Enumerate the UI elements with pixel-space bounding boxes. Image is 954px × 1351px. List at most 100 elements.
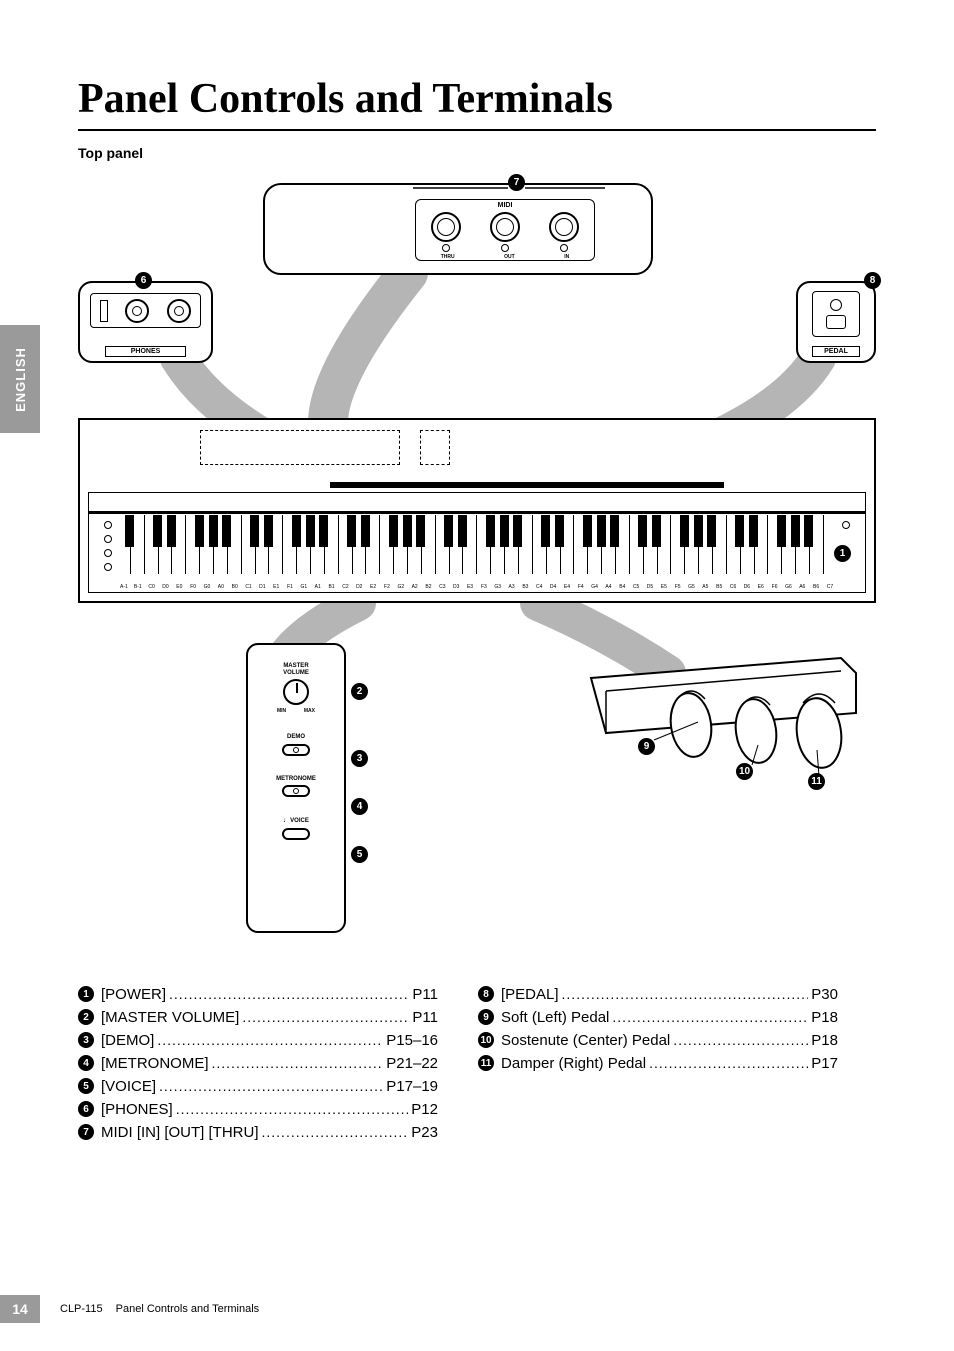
white-key	[630, 515, 644, 574]
callout-1: 1	[834, 545, 851, 562]
list-label: [PEDAL]	[501, 986, 559, 1003]
note-label: E6	[754, 584, 768, 590]
callout-7-line	[413, 181, 508, 193]
white-key	[436, 515, 450, 574]
note-label: G5	[685, 584, 699, 590]
note-label: G3	[491, 584, 505, 590]
black-key	[513, 515, 522, 547]
note-label: B5	[712, 584, 726, 590]
c9-line	[646, 718, 706, 743]
callout-7-line2	[525, 181, 605, 193]
metronome-button	[282, 785, 310, 797]
note-label: G4	[588, 584, 602, 590]
phones-panel: PHONES	[78, 281, 213, 363]
black-key	[652, 515, 661, 547]
midi-sub-thru: THRU	[441, 254, 455, 260]
midi-jack-thru	[431, 212, 461, 242]
list-row: 10Sostenute (Center) PedalP18	[478, 1031, 838, 1049]
footer-model: CLP-115	[60, 1303, 103, 1315]
note-label: F0	[186, 584, 200, 590]
list-number: 3	[78, 1032, 94, 1048]
black-key	[347, 515, 356, 547]
midi-sub-out: OUT	[504, 254, 515, 260]
white-key	[477, 515, 491, 574]
note-label: G2	[394, 584, 408, 590]
list-dots	[157, 1031, 383, 1049]
list-page: P17–19	[386, 1078, 438, 1095]
midi-screw	[560, 244, 568, 252]
note-label: A5	[698, 584, 712, 590]
pedal-jack	[830, 299, 842, 311]
list-row: 1[POWER]P11	[78, 985, 438, 1003]
black-key	[195, 515, 204, 547]
voice-button	[282, 828, 310, 840]
mv-max: MAX	[304, 708, 315, 714]
list-label: Damper (Right) Pedal	[501, 1055, 646, 1072]
list-number: 5	[78, 1078, 94, 1094]
midi-title: MIDI	[416, 202, 594, 209]
midi-inner: MIDI THRU OUT IN	[415, 199, 595, 261]
midi-jack-out	[490, 212, 520, 242]
note-label: D1	[255, 584, 269, 590]
voice-label: ♩VOICE	[283, 817, 309, 825]
list-label: MIDI [IN] [OUT] [THRU]	[101, 1124, 259, 1141]
white-key	[574, 515, 588, 574]
c10-line	[744, 743, 764, 765]
black-key	[153, 515, 162, 547]
note-label: E5	[657, 584, 671, 590]
demo-control: DEMO	[256, 734, 336, 756]
list-page: P11	[412, 1009, 438, 1026]
list-row: 11Damper (Right) PedalP17	[478, 1054, 838, 1072]
black-key	[541, 515, 550, 547]
black-key	[680, 515, 689, 547]
note-label: B3	[518, 584, 532, 590]
callout-8: 8	[864, 272, 881, 289]
list-number: 11	[478, 1055, 494, 1071]
list-number: 9	[478, 1009, 494, 1025]
black-key	[583, 515, 592, 547]
dash-region	[200, 430, 400, 465]
note-label: C4	[532, 584, 546, 590]
note-label: B2	[422, 584, 436, 590]
list-dots	[212, 1054, 384, 1072]
list-column-left: 1[POWER]P112[MASTER VOLUME]P113[DEMO]P15…	[78, 985, 438, 1146]
page-title: Panel Controls and Terminals	[78, 75, 876, 131]
note-label: F4	[574, 584, 588, 590]
white-key	[186, 515, 200, 574]
black-key	[292, 515, 301, 547]
black-key	[361, 515, 370, 547]
black-key	[403, 515, 412, 547]
language-tab-label: ENGLISH	[13, 347, 28, 412]
black-key	[735, 515, 744, 547]
note-label: B1	[325, 584, 339, 590]
note-label: G1	[297, 584, 311, 590]
demo-label: DEMO	[287, 734, 305, 741]
list-label: Sostenute (Center) Pedal	[501, 1032, 670, 1049]
white-key	[117, 515, 131, 574]
list-dots	[242, 1008, 409, 1026]
black-key	[610, 515, 619, 547]
list-number: 1	[78, 986, 94, 1002]
white-key	[727, 515, 741, 574]
metronome-label: METRONOME	[276, 776, 316, 783]
subtitle: Top panel	[78, 145, 876, 161]
black-key	[125, 515, 134, 547]
list-label: [PHONES]	[101, 1101, 173, 1118]
note-label: D6	[740, 584, 754, 590]
list-dots	[169, 985, 409, 1003]
note-label: C1	[242, 584, 256, 590]
reference-lists: 1[POWER]P112[MASTER VOLUME]P113[DEMO]P15…	[78, 985, 876, 1146]
black-key	[777, 515, 786, 547]
list-label: [VOICE]	[101, 1078, 156, 1095]
list-number: 10	[478, 1032, 494, 1048]
white-key	[339, 515, 353, 574]
midi-jack-in	[549, 212, 579, 242]
white-key	[145, 515, 159, 574]
list-number: 7	[78, 1124, 94, 1140]
list-label: [DEMO]	[101, 1032, 154, 1049]
note-label: C7	[823, 584, 837, 590]
list-dots	[673, 1031, 808, 1049]
note-label: D4	[546, 584, 560, 590]
note-label: A4	[602, 584, 616, 590]
note-label: E3	[463, 584, 477, 590]
